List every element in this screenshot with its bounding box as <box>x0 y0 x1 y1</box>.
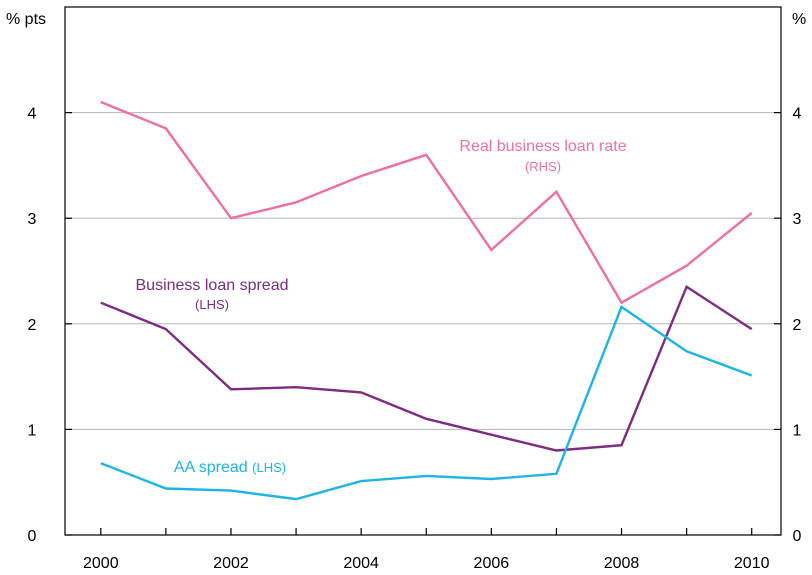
annotation-business-loan-spread: Business loan spread <box>136 277 289 294</box>
series-line-business-loan-spread <box>100 285 753 452</box>
x-tick-label-5: 2010 <box>734 555 770 572</box>
x-tick-label-0: 2000 <box>83 555 119 572</box>
x-tick-label-3: 2006 <box>474 555 510 572</box>
x-tick-label-2: 2004 <box>343 555 379 572</box>
series-lines <box>100 100 753 501</box>
series-line-aa-spread <box>100 305 753 501</box>
series-line-real-business-loan-rate <box>100 100 753 305</box>
right-tick-label-1: 1 <box>793 422 802 439</box>
right-tick-label-4: 4 <box>793 106 802 123</box>
plot-frame <box>64 6 782 536</box>
left-tick-label-2: 2 <box>28 317 37 334</box>
left-tick-label-3: 3 <box>28 211 37 228</box>
left-axis-unit: % pts <box>6 11 46 28</box>
series-annotations: Real business loan rate (RHS) Business loa… <box>136 138 627 476</box>
left-tick-label-0: 0 <box>28 528 37 545</box>
gridlines <box>65 112 781 430</box>
x-axis: 2000 2002 2004 2006 2008 2010 <box>83 528 770 572</box>
annotation-aa-spread: AA spread (LHS) <box>174 459 286 476</box>
right-tick-label-0: 0 <box>793 528 802 545</box>
left-y-axis: 0 1 2 3 4 <box>28 106 72 545</box>
right-axis-unit: % <box>792 11 806 28</box>
x-tick-label-4: 2008 <box>604 555 640 572</box>
annotation-business-loan-spread-axis: (LHS) <box>195 297 229 312</box>
right-tick-label-2: 2 <box>793 317 802 334</box>
annotation-real-business-loan-rate: Real business loan rate <box>459 138 626 155</box>
x-tick-label-1: 2002 <box>213 555 249 572</box>
annotation-aa-spread-axis: (LHS) <box>252 460 286 475</box>
right-tick-label-3: 3 <box>793 211 802 228</box>
annotation-real-business-loan-rate-axis: (RHS) <box>525 159 561 174</box>
left-tick-label-1: 1 <box>28 422 37 439</box>
left-tick-label-4: 4 <box>28 106 37 123</box>
right-y-axis: 0 1 2 3 4 <box>774 106 802 545</box>
